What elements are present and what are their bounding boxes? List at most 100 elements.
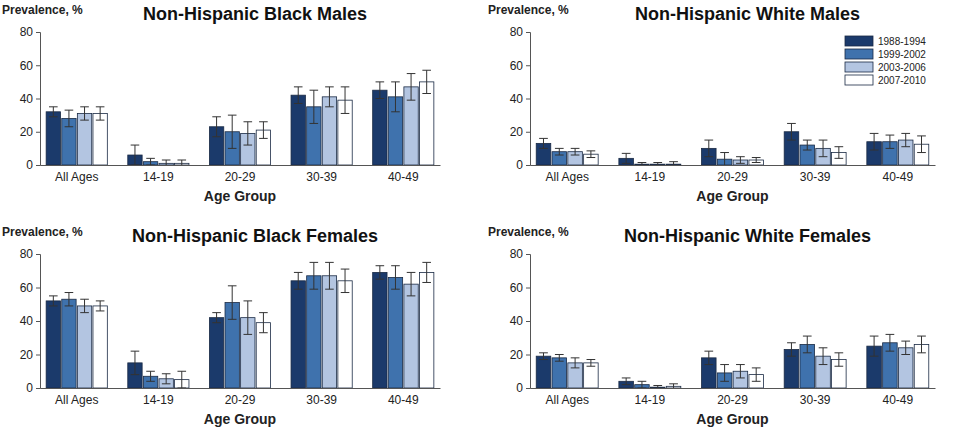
error-cap (622, 384, 631, 385)
error-bar (622, 153, 631, 163)
error-cap (177, 388, 186, 389)
error-line (590, 360, 591, 367)
error-line (889, 334, 890, 351)
error-cap (870, 336, 879, 337)
bar (93, 113, 107, 165)
error-line (791, 123, 792, 140)
error-cap (752, 162, 761, 163)
error-cap (736, 163, 745, 164)
error-bar (752, 158, 761, 163)
error-cap (622, 163, 631, 164)
error-cap (49, 116, 58, 117)
error-line (216, 117, 217, 137)
error-bar (704, 140, 713, 157)
error-line (100, 301, 101, 311)
error-line (379, 266, 380, 279)
error-bar (407, 74, 416, 101)
error-cap (571, 367, 580, 368)
bar (419, 272, 433, 388)
y-tick-label: 40 (20, 314, 34, 328)
error-bar (65, 110, 74, 127)
x-tick: 20-29 (717, 165, 748, 184)
plot-area (46, 70, 434, 165)
error-line (329, 262, 330, 289)
error-cap (819, 347, 828, 348)
error-cap (391, 289, 400, 290)
error-bar (819, 348, 828, 365)
error-cap (819, 140, 828, 141)
y-axis-line (526, 255, 531, 389)
error-line (559, 148, 560, 155)
x-tick-label: 40-49 (388, 170, 419, 184)
error-bar (131, 145, 140, 165)
series (62, 82, 403, 165)
y-tick-mark (36, 65, 40, 66)
error-cap (391, 265, 400, 266)
x-tick-label: All Ages (546, 170, 589, 184)
y-tick: 60 (510, 281, 530, 295)
error-cap (917, 152, 926, 153)
error-cap (310, 90, 319, 91)
y-tick: 80 (20, 25, 40, 39)
error-cap (228, 115, 237, 116)
y-tick-label: 0 (26, 381, 33, 395)
legend-item: 2003-2006 (845, 62, 926, 73)
error-cap (49, 295, 58, 296)
y-tick: 60 (510, 59, 530, 73)
error-line (575, 358, 576, 368)
series (584, 336, 929, 388)
error-line (426, 262, 427, 282)
error-line (724, 153, 725, 165)
y-tick-label: 60 (20, 59, 34, 73)
plot-area (536, 334, 929, 388)
error-line (889, 135, 890, 148)
y-tick-mark (36, 165, 40, 166)
error-line (838, 147, 839, 159)
y-tick-label: 20 (20, 125, 34, 139)
error-bar (243, 122, 252, 145)
error-cap (96, 300, 105, 301)
error-bar (803, 140, 812, 150)
error-line (134, 145, 135, 165)
error-bar (391, 82, 400, 112)
error-cap (653, 162, 662, 163)
error-cap (49, 106, 58, 107)
error-cap (638, 388, 647, 389)
error-cap (341, 269, 350, 270)
error-bar (720, 153, 729, 165)
error-bar (212, 117, 221, 137)
error-bar (886, 135, 895, 148)
error-line (626, 378, 627, 385)
error-cap (787, 342, 796, 343)
error-bar (669, 384, 678, 388)
error-bar (704, 351, 713, 364)
y-tick-mark (36, 254, 40, 255)
chart-title: Non-Hispanic White Males (635, 4, 860, 24)
error-line (216, 313, 217, 323)
x-tick: All Ages (55, 388, 98, 407)
error-cap (65, 110, 74, 111)
error-bar (422, 70, 431, 93)
error-cap (422, 282, 431, 283)
plot-area (46, 262, 434, 388)
x-tick: 30-39 (800, 165, 831, 184)
error-cap (886, 351, 895, 352)
error-bar (146, 371, 155, 381)
y-axis-title: Prevalence, % (2, 3, 83, 17)
error-bar (834, 353, 843, 366)
y-tick-label: 80 (510, 25, 524, 39)
error-cap (917, 135, 926, 136)
x-axis-line (531, 388, 936, 389)
error-cap (228, 148, 237, 149)
y-tick-mark (36, 99, 40, 100)
y-axis-line (36, 33, 41, 166)
error-cap (834, 352, 843, 353)
error-cap (571, 148, 580, 149)
x-tick: 30-39 (306, 388, 337, 407)
error-bar (96, 107, 105, 120)
error-line (150, 371, 151, 381)
error-line (708, 140, 709, 157)
error-bar (803, 336, 812, 353)
series (93, 70, 434, 165)
error-cap (622, 377, 631, 378)
